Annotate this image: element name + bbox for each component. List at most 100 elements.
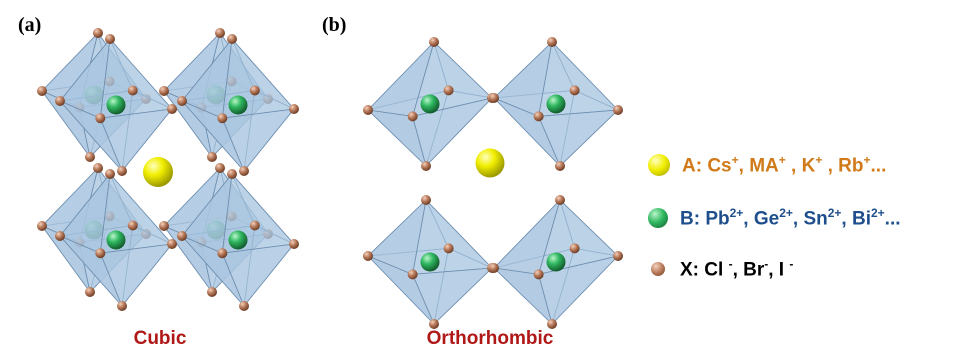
x-site-atom	[613, 105, 623, 115]
x-site-atom-back	[127, 220, 138, 231]
b-site-atom	[546, 252, 566, 272]
x-site-atom-back	[443, 243, 454, 254]
x-site-atom	[159, 86, 169, 96]
x-site-atom	[217, 113, 228, 124]
orthorhombic-structure	[363, 37, 623, 329]
b-site-atom	[106, 95, 126, 115]
x-site-atom	[227, 34, 237, 44]
x-site-atom	[555, 195, 565, 205]
x-site-atom	[85, 287, 95, 297]
b-site-atom	[106, 230, 126, 250]
cubic-octahedron-front	[55, 169, 177, 311]
x-site-atom	[93, 163, 103, 173]
legend-a: A: Cs+, MA+ , K+ , Rb+...	[648, 153, 886, 177]
panel-label-b: (b)	[322, 14, 347, 36]
x-site-atom	[177, 96, 187, 106]
x-site-atom	[239, 301, 249, 311]
legend-x-segment: , Br	[732, 259, 765, 281]
x-site-atom-back	[127, 85, 138, 96]
x-site-atom	[167, 104, 177, 114]
x-site-atom	[363, 251, 373, 261]
x-site-atom-back	[249, 85, 260, 96]
x-site-atom	[207, 152, 217, 162]
cubic-octahedron-front	[177, 169, 299, 311]
x-site-atom-back	[249, 220, 260, 231]
x-site-atom	[533, 111, 544, 122]
octahedron-face	[221, 108, 295, 172]
legend-b-segment: 2+	[827, 206, 842, 220]
legend-b-segment: 2+	[729, 206, 744, 220]
cubic-structure	[37, 28, 299, 311]
x-site-atom	[217, 248, 228, 259]
legend-b-segment: B: Pb	[680, 208, 730, 230]
legend-b-segment: , Sn	[792, 208, 828, 230]
b-site-atom	[228, 95, 248, 115]
x-site-atom	[55, 96, 65, 106]
legend-b-segment: , Ge	[743, 208, 780, 230]
x-site-atom	[363, 105, 373, 115]
x-site-atom	[289, 104, 299, 114]
x-site-atom	[95, 113, 106, 124]
x-site-atom	[421, 195, 431, 205]
orthorhombic-octahedron	[489, 195, 623, 329]
legend-b: B: Pb2+, Ge2+, Sn2+, Bi2+...	[648, 206, 901, 230]
x-site-atom	[215, 163, 225, 173]
x-site-atom	[37, 221, 47, 231]
a-site-atom	[475, 148, 505, 178]
a-site-dot-icon	[648, 154, 670, 177]
legend-a-segment: +	[815, 153, 823, 167]
x-site-atom	[159, 221, 169, 231]
x-site-atom	[555, 161, 565, 171]
legend-b-segment: 2+	[779, 206, 793, 220]
b-site-dot-icon	[648, 208, 668, 229]
x-site-atom-back	[569, 243, 580, 254]
legend-x-segment: -	[728, 257, 733, 271]
legend-a-segment: , Rb	[822, 155, 864, 177]
octahedron-face	[221, 243, 295, 307]
octahedron-face	[538, 109, 620, 167]
x-site-atom	[117, 301, 127, 311]
x-site-atom	[93, 28, 103, 38]
legend-a-text: A: Cs+, MA+ , K+ , Rb+...	[682, 153, 886, 177]
b-site-atom	[420, 94, 440, 114]
a-site-atom	[143, 157, 173, 187]
x-site-atom	[429, 319, 439, 329]
x-site-atom	[207, 287, 217, 297]
octahedron-face	[99, 108, 173, 172]
x-site-atom	[215, 28, 225, 38]
x-site-atom	[55, 231, 65, 241]
legend-a-segment: +	[731, 153, 739, 167]
x-site-atom	[533, 269, 544, 280]
x-site-atom	[177, 231, 187, 241]
x-site-atom	[117, 166, 127, 176]
caption-orthorhombic: Orthorhombic	[426, 328, 554, 349]
x-site-atom	[407, 111, 418, 122]
cubic-octahedron-front	[177, 34, 299, 176]
legend-x-segment: -	[789, 257, 794, 271]
legend-a-segment: ...	[870, 155, 887, 177]
x-site-atom	[429, 37, 439, 47]
x-site-atom	[85, 152, 95, 162]
octahedron-face	[99, 243, 173, 307]
legend-x-text: X: Cl -, Br-, I -	[680, 257, 793, 281]
x-site-atom	[489, 263, 499, 273]
legend-b-text: B: Pb2+, Ge2+, Sn2+, Bi2+...	[680, 206, 901, 230]
legend-b-segment: ...	[884, 208, 901, 230]
legend-a-segment: , K	[785, 155, 816, 177]
x-site-atom	[37, 86, 47, 96]
octahedron-face	[538, 255, 620, 325]
orthorhombic-octahedron	[363, 195, 497, 329]
legend-x-segment: , I	[768, 259, 790, 281]
x-site-dot-icon	[651, 262, 665, 277]
b-site-atom	[228, 230, 248, 250]
legend-x: X: Cl -, Br-, I -	[648, 257, 793, 281]
x-site-atom	[167, 239, 177, 249]
legend-a-segment: +	[863, 153, 871, 167]
legend-x-segment: -	[764, 257, 769, 271]
orthorhombic-octahedron	[489, 37, 623, 171]
legend-x-segment: X: Cl	[680, 259, 729, 281]
x-site-atom	[289, 239, 299, 249]
b-site-atom	[420, 252, 440, 272]
b-site-atom	[546, 94, 566, 114]
